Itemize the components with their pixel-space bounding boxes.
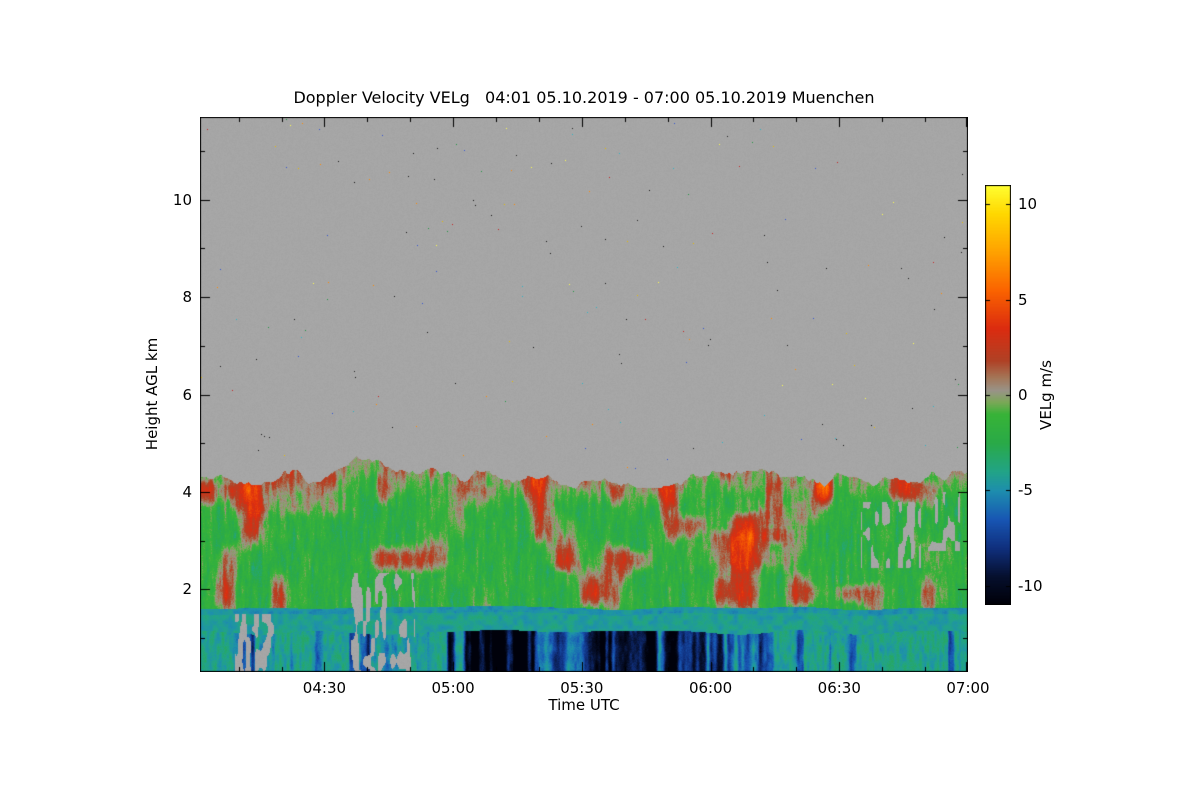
x-tick-label: 05:00 (431, 679, 475, 697)
colorbar-tick-label: 5 (1018, 290, 1028, 309)
x-tick-label: 06:00 (688, 679, 733, 697)
x-tick-label: 07:00 (946, 679, 990, 697)
y-tick-label: 8 (182, 288, 192, 307)
y-tick-label: 6 (182, 385, 192, 404)
x-tick-label: 06:30 (817, 679, 861, 697)
colorbar-tick-label: 0 (1018, 386, 1028, 404)
colorbar-tick-label: 10 (1018, 195, 1038, 214)
chart-title: Doppler Velocity VELg 04:01 05.10.2019 -… (293, 88, 875, 107)
colorbar-tick-label: -5 (1018, 481, 1033, 500)
y-tick-label: 2 (182, 580, 192, 599)
colorbar (985, 185, 1011, 605)
heatmap-plot-area (200, 117, 968, 672)
x-tick-label: 04:30 (302, 679, 347, 697)
y-tick-label: 10 (172, 190, 192, 209)
x-axis-label: Time UTC (548, 696, 620, 714)
x-tick-label: 05:30 (560, 679, 604, 697)
y-tick-label: 4 (182, 482, 192, 501)
colorbar-tick-label: -10 (1018, 576, 1043, 595)
